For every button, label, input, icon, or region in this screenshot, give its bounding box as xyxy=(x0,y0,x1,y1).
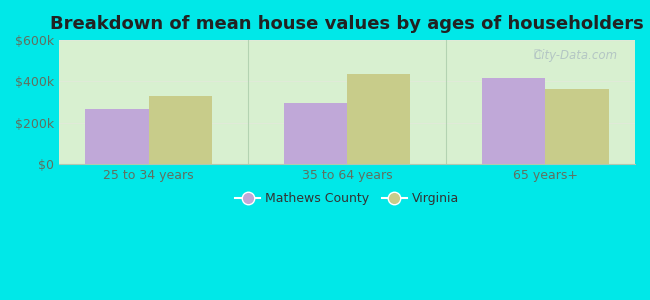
Bar xyxy=(85,110,149,164)
Bar xyxy=(545,89,609,164)
Bar xyxy=(347,74,410,164)
Legend: Mathews County, Virginia: Mathews County, Virginia xyxy=(230,187,464,210)
Bar xyxy=(482,78,545,164)
Title: Breakdown of mean house values by ages of householders: Breakdown of mean house values by ages o… xyxy=(50,15,644,33)
Text: ⓘ: ⓘ xyxy=(534,49,540,59)
Bar xyxy=(149,96,212,164)
Bar xyxy=(283,103,347,164)
Text: City-Data.com: City-Data.com xyxy=(534,49,618,62)
